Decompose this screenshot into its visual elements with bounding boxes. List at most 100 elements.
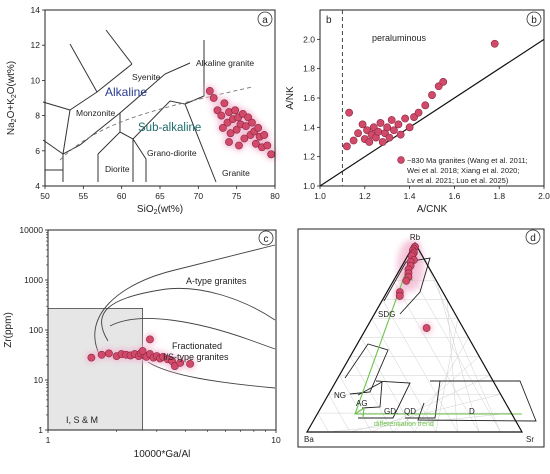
panel-b-x-tick-label: 1.6 bbox=[448, 191, 460, 201]
panel-d-frame bbox=[297, 228, 545, 448]
panel-b-y-tick-label: 2.0 bbox=[303, 34, 315, 44]
panel-a-tas-diagram: 50 55 60 65 70 75 80 4 6 8 10 12 14 Syenite Alkaline… bbox=[6, 5, 280, 216]
label-diorite: Diorite bbox=[105, 164, 130, 174]
panel-a-data-point bbox=[251, 139, 260, 148]
panel-a-data-point bbox=[267, 150, 276, 159]
panel-a-data-point bbox=[205, 87, 214, 95]
label-ism: I, S & M bbox=[66, 415, 98, 425]
panel-c-axes: 1 10 1 10 100 1000 10000 bbox=[19, 225, 281, 445]
label-sdg: SDG bbox=[378, 310, 395, 319]
panel-d-badge bbox=[525, 229, 541, 245]
ternary-gridlines bbox=[317, 261, 512, 433]
panel-c-x-tick-label: 10 bbox=[271, 435, 281, 445]
panel-c-y-tick-label: 10 bbox=[34, 375, 44, 385]
panel-a-data-point bbox=[218, 124, 227, 132]
panel-b-data-point bbox=[396, 130, 405, 139]
panel-a-data-point bbox=[244, 113, 253, 122]
panel-a-x-tick-label: 70 bbox=[194, 191, 204, 201]
panel-a-y-tick-label: 4 bbox=[35, 181, 40, 191]
panel-a-y-tick-label: 8 bbox=[35, 111, 40, 121]
panel-b-y-tick-label: 1.8 bbox=[303, 64, 315, 74]
panel-b-badge bbox=[526, 11, 542, 27]
panel-b-data-point bbox=[376, 119, 385, 127]
panel-a-data-point bbox=[225, 138, 233, 146]
panel-a-data-point bbox=[209, 94, 218, 102]
panel-a-x-label: SiO2(wt%) bbox=[137, 204, 183, 216]
panel-a-y-tick-label: 14 bbox=[31, 5, 41, 15]
label-syenite: Syenite bbox=[132, 72, 161, 82]
panel-b-x-label: A/CNK bbox=[417, 204, 448, 215]
label-a-type: A-type granites bbox=[186, 276, 247, 286]
panel-c-ga-al-zr-diagram: 1 10 1 10 100 1000 10000 A-type granites Fract… bbox=[3, 225, 281, 460]
panel-b-data-point bbox=[428, 91, 436, 99]
panel-b-data-point bbox=[383, 123, 392, 132]
panel-a-y-tick-label: 12 bbox=[31, 40, 41, 50]
panel-a-y-tick-label: 6 bbox=[35, 146, 40, 156]
panel-c-x-tick-label: 1 bbox=[46, 435, 51, 445]
panel-c-data-point bbox=[97, 350, 106, 359]
panel-b-data-point bbox=[387, 116, 396, 124]
panel-b-data-point bbox=[414, 108, 423, 117]
panel-b-y-tick-label: 1.4 bbox=[303, 122, 315, 132]
label-differentiation-trend: differentiation trend bbox=[374, 421, 434, 428]
panel-b-y-label: A/NK bbox=[285, 86, 296, 110]
label-alkaline-granite: Alkaline granite bbox=[196, 58, 254, 68]
panel-b-data-point bbox=[342, 142, 351, 151]
panel-a-data-point bbox=[231, 106, 240, 115]
panel-b-x-tick-label: 1.0 bbox=[314, 191, 326, 201]
panel-a-y-label: Na2O+K2O(wt%) bbox=[6, 61, 18, 135]
panel-b-corner-label: b bbox=[326, 15, 332, 26]
panel-a-data-point bbox=[248, 118, 256, 127]
panel-a-label: a bbox=[262, 15, 268, 26]
ternary-gridline bbox=[349, 356, 394, 433]
label-monzonite: Monzonite bbox=[76, 108, 115, 118]
panel-a-data-point bbox=[238, 109, 247, 118]
panel-b-peraluminous-boundary bbox=[319, 38, 545, 187]
label-granodiorite: Grano-diorite bbox=[147, 148, 197, 158]
panel-b-data-point bbox=[378, 138, 387, 146]
panel-b-x-tick-label: 1.2 bbox=[359, 191, 371, 201]
panel-c-data-point bbox=[176, 358, 185, 367]
label-is-type: I/S-type granites bbox=[163, 352, 229, 362]
panel-a-points bbox=[205, 87, 276, 159]
panel-b-data-point bbox=[421, 101, 430, 110]
panel-b-data-point bbox=[394, 120, 403, 129]
panel-c-x-label: 10000*Ga/Al bbox=[134, 449, 191, 460]
ternary-gridline bbox=[328, 412, 512, 433]
panel-c-field-curves bbox=[94, 244, 276, 389]
panel-a-data-point bbox=[220, 99, 229, 108]
ternary-gridline bbox=[414, 337, 469, 433]
label-fractionated: Fractionated bbox=[172, 341, 222, 351]
panel-b-data-point bbox=[439, 77, 448, 86]
label-gd: GD. bbox=[384, 407, 398, 416]
panel-d-label: d bbox=[530, 233, 536, 244]
panel-a-y-tick-label: 10 bbox=[31, 75, 41, 85]
panel-b-data-point bbox=[401, 114, 410, 123]
label-vertex-sr: Sr bbox=[526, 435, 534, 444]
panel-a-x-tick-label: 75 bbox=[232, 191, 242, 201]
panel-b-data-point bbox=[390, 126, 398, 135]
panel-b-x-tick-label: 1.8 bbox=[493, 191, 505, 201]
panel-d-rb-ba-sr-ternary: Rb Ba Sr SDG NG AG GD. QD D differentiat… bbox=[297, 228, 545, 448]
panel-a-data-point bbox=[232, 125, 241, 134]
panel-a-frame bbox=[44, 9, 276, 187]
panel-b-acnk-ank-diagram: 1.0 1.2 1.4 1.6 1.8 2.0 1.0 1.2 1.4 1.6 1.8 2.0 b p… bbox=[285, 9, 550, 215]
panel-c-label: c bbox=[264, 234, 269, 245]
panel-b-label: b bbox=[531, 15, 537, 26]
panel-a-x-tick-label: 80 bbox=[270, 191, 280, 201]
label-ng: NG bbox=[334, 391, 346, 400]
ternary-triangle bbox=[305, 241, 524, 433]
ternary-gridline bbox=[317, 412, 329, 433]
label-qd: QD bbox=[404, 407, 416, 416]
panel-a-x-tick-label: 60 bbox=[117, 191, 127, 201]
panel-c-badge bbox=[258, 230, 274, 246]
ternary-gridline bbox=[360, 337, 415, 433]
panel-b-data-point bbox=[374, 127, 383, 136]
panel-a-data-point bbox=[241, 122, 250, 131]
panel-a-data-point bbox=[260, 131, 269, 139]
panel-a-data-point bbox=[235, 141, 243, 150]
panel-c-data-point bbox=[138, 347, 147, 355]
ternary-gridline bbox=[371, 375, 491, 433]
panel-d-data-point bbox=[422, 324, 431, 332]
panel-b-x-tick-label: 1.4 bbox=[404, 191, 416, 201]
